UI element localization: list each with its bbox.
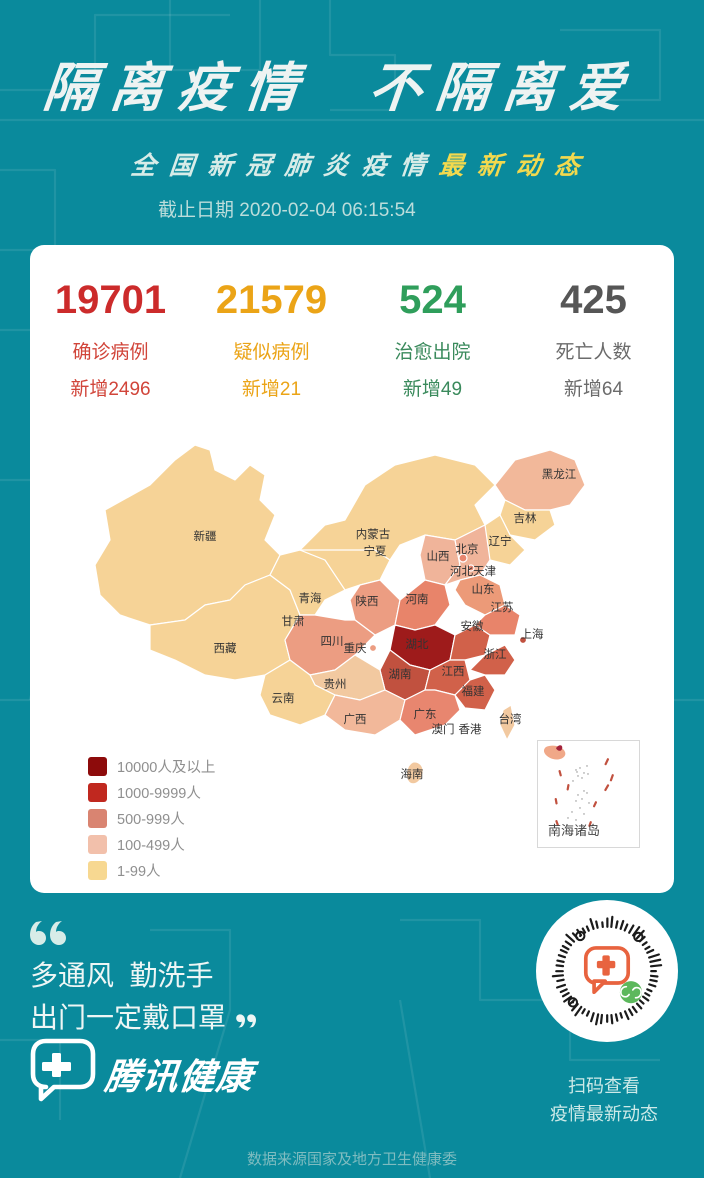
svg-text:湖北: 湖北 xyxy=(406,637,429,651)
svg-text:辽宁: 辽宁 xyxy=(489,534,512,548)
svg-text:河南: 河南 xyxy=(406,592,429,606)
svg-text:云南: 云南 xyxy=(272,691,295,705)
svg-text:青海: 青海 xyxy=(299,591,322,605)
svg-text:湖南: 湖南 xyxy=(389,667,412,681)
svg-text:台湾: 台湾 xyxy=(499,712,522,726)
svg-text:西藏: 西藏 xyxy=(214,642,237,655)
svg-text:广西: 广西 xyxy=(344,713,367,726)
svg-text:福建: 福建 xyxy=(462,684,485,698)
svg-text:山东: 山东 xyxy=(472,583,495,596)
svg-text:贵州: 贵州 xyxy=(324,678,347,691)
svg-text:上海: 上海 xyxy=(521,627,544,641)
svg-text:香港: 香港 xyxy=(459,723,482,736)
svg-text:陕西: 陕西 xyxy=(356,594,379,608)
svg-text:吉林: 吉林 xyxy=(514,511,537,525)
svg-text:内蒙古: 内蒙古 xyxy=(356,527,391,541)
svg-text:广东: 广东 xyxy=(414,708,437,721)
svg-text:江苏: 江苏 xyxy=(491,601,514,614)
svg-text:甘肃: 甘肃 xyxy=(282,615,305,628)
svg-text:重庆: 重庆 xyxy=(344,641,367,655)
svg-text:江西: 江西 xyxy=(442,665,465,678)
svg-text:四川: 四川 xyxy=(321,635,344,648)
svg-text:澳门: 澳门 xyxy=(432,722,455,736)
svg-text:河北天津: 河北天津 xyxy=(450,565,496,578)
svg-text:海南: 海南 xyxy=(401,767,424,781)
svg-text:安徽: 安徽 xyxy=(461,619,484,633)
svg-text:浙江: 浙江 xyxy=(484,648,507,661)
svg-text:北京: 北京 xyxy=(456,542,479,556)
svg-text:宁夏: 宁夏 xyxy=(364,544,387,558)
svg-text:山西: 山西 xyxy=(427,550,450,563)
svg-text:黑龙江: 黑龙江 xyxy=(542,468,577,481)
svg-text:新疆: 新疆 xyxy=(194,529,217,543)
